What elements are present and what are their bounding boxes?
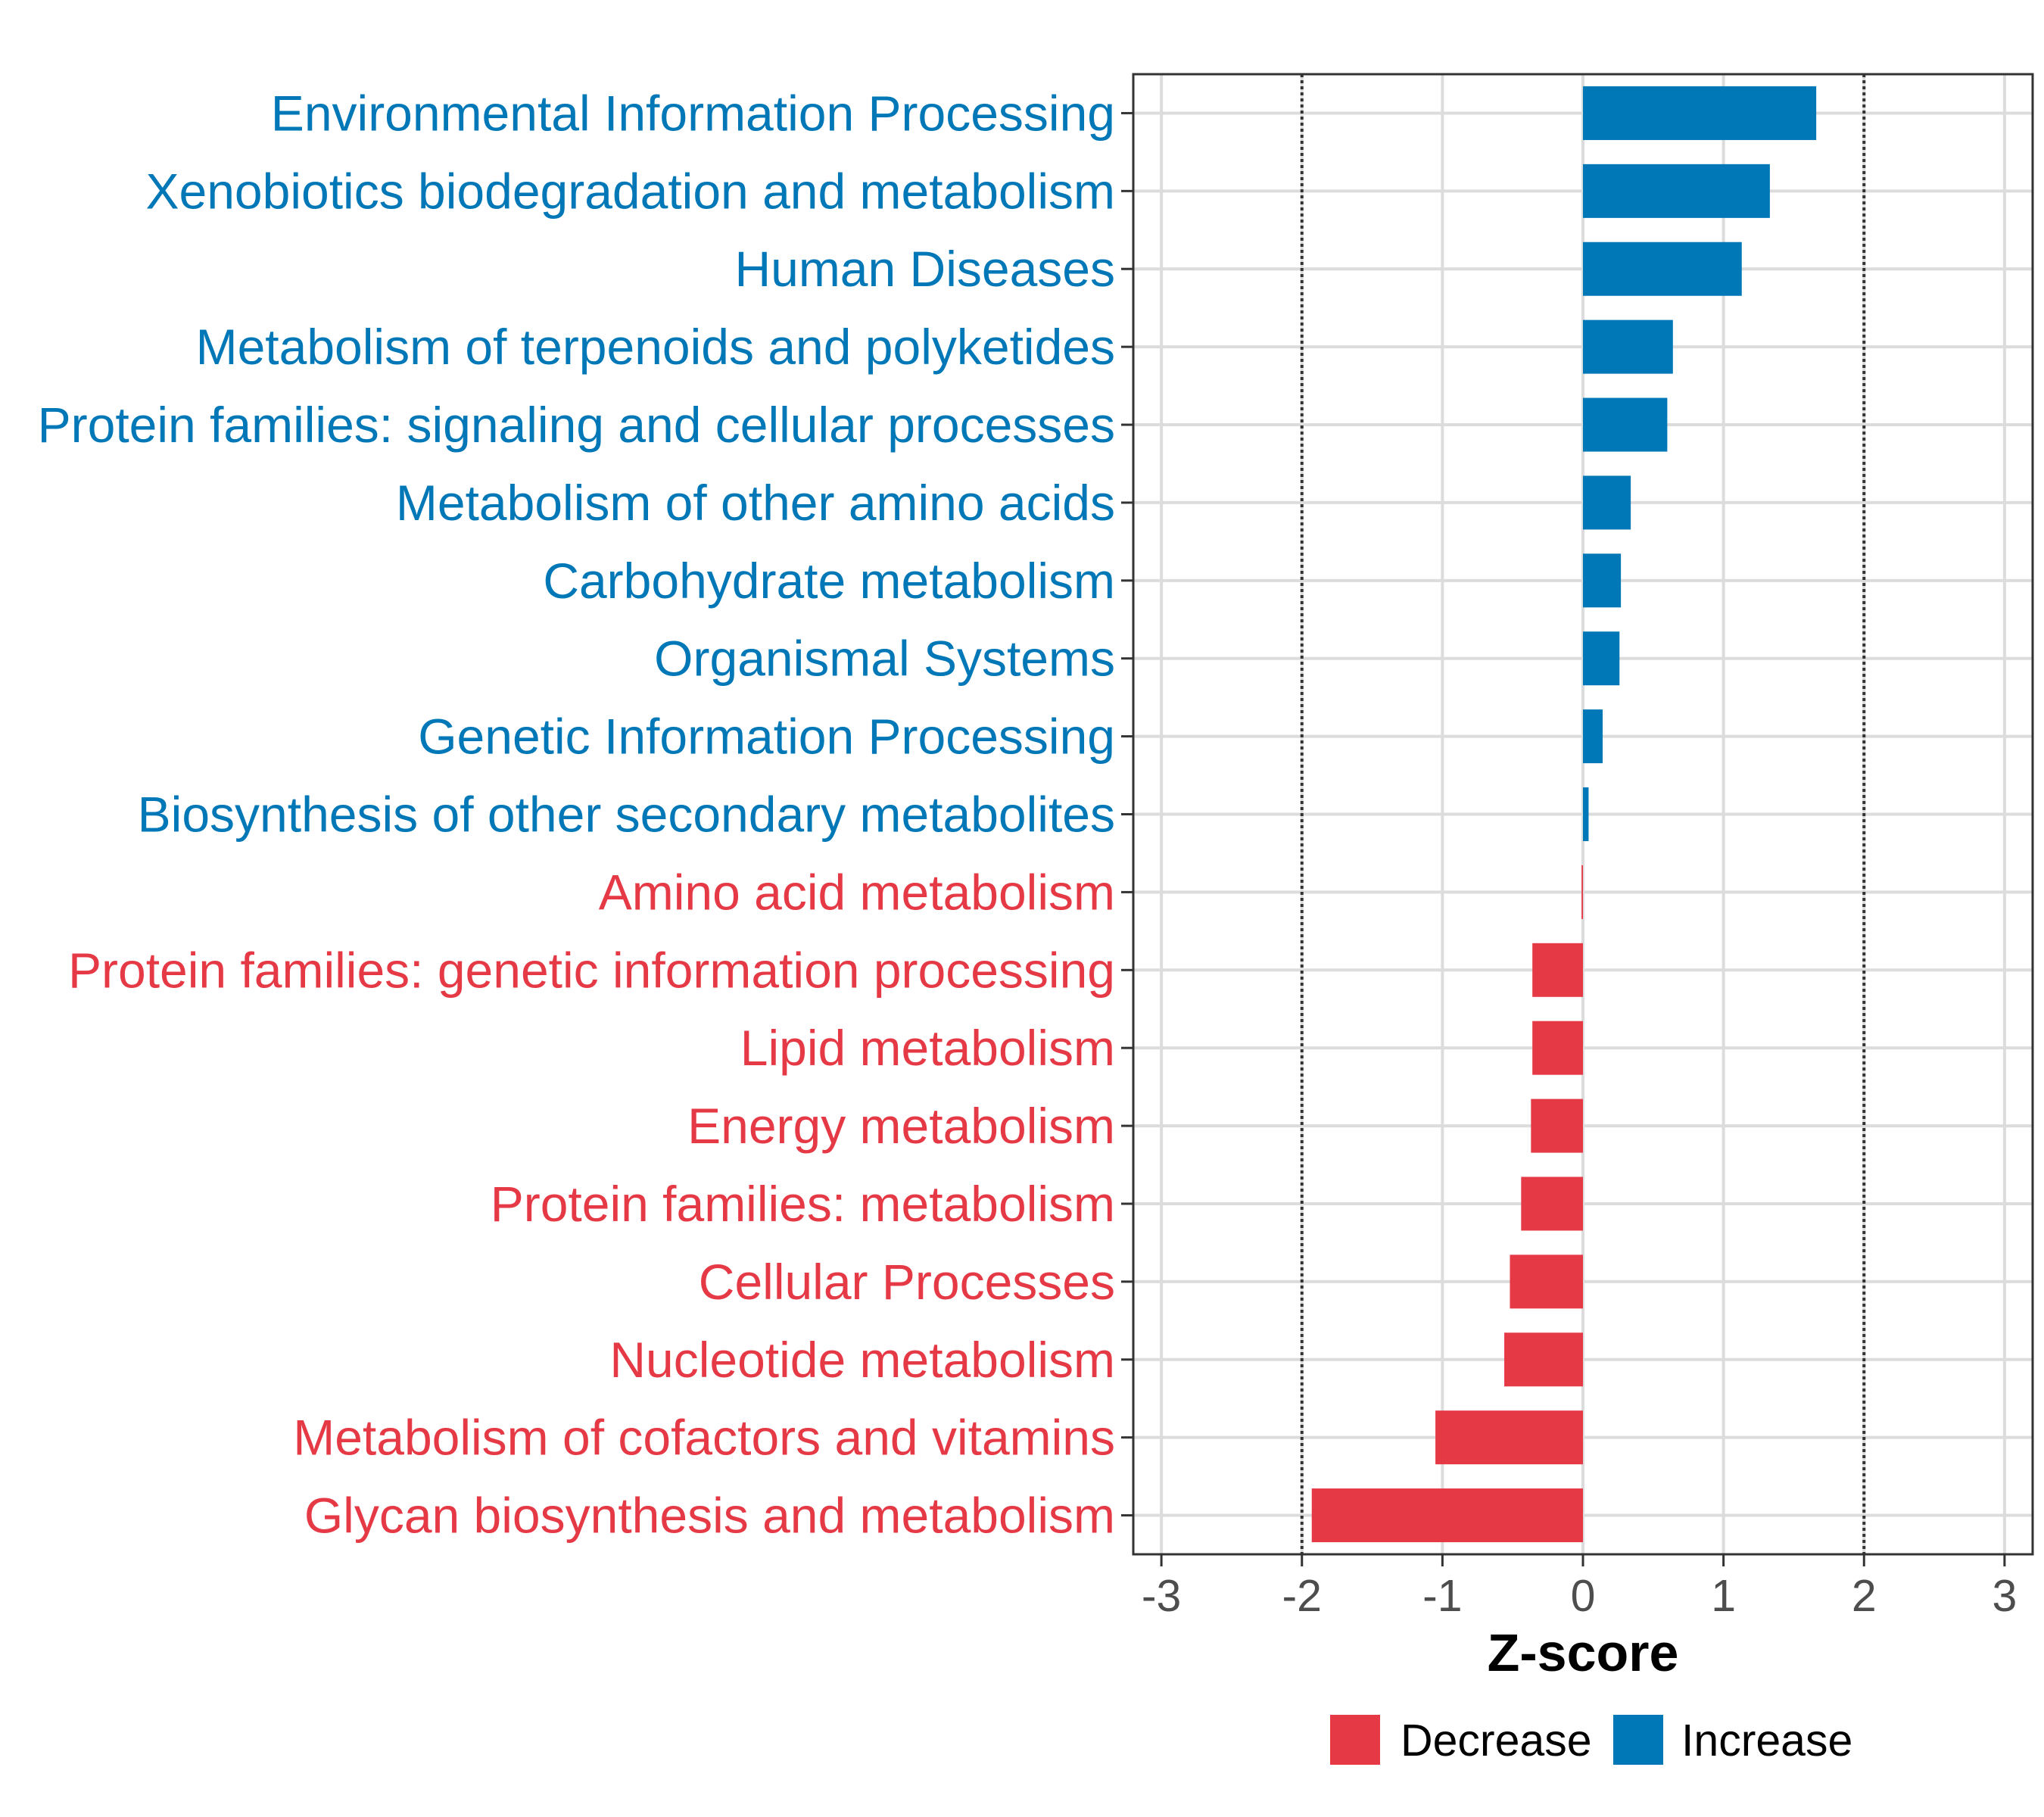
category-label: Glycan biosynthesis and metabolism bbox=[304, 1488, 1115, 1544]
bar bbox=[1521, 1177, 1583, 1231]
bar bbox=[1504, 1332, 1583, 1387]
bar bbox=[1583, 242, 1742, 296]
bar bbox=[1583, 164, 1770, 218]
x-tick-label: -2 bbox=[1282, 1571, 1322, 1621]
bar bbox=[1581, 865, 1583, 919]
category-label: Lipid metabolism bbox=[740, 1020, 1115, 1076]
category-label: Protein families: signaling and cellular… bbox=[38, 397, 1115, 453]
bar bbox=[1435, 1410, 1583, 1465]
category-label: Organismal Systems bbox=[654, 631, 1115, 687]
category-label: Metabolism of other amino acids bbox=[396, 475, 1115, 531]
bar bbox=[1583, 787, 1589, 841]
bar bbox=[1583, 553, 1622, 608]
bar bbox=[1311, 1488, 1583, 1543]
bar bbox=[1532, 1021, 1583, 1075]
bar bbox=[1583, 86, 1817, 140]
legend-label: Decrease bbox=[1401, 1716, 1592, 1766]
legend-swatch bbox=[1330, 1715, 1380, 1765]
x-tick-label: 1 bbox=[1711, 1571, 1736, 1621]
category-label: Energy metabolism bbox=[687, 1098, 1115, 1154]
reference-lines bbox=[1300, 74, 1866, 1554]
category-label: Cellular Processes bbox=[699, 1254, 1115, 1310]
bar bbox=[1583, 631, 1620, 686]
x-tick-label: 3 bbox=[1992, 1571, 2017, 1621]
category-label: Genetic Information Processing bbox=[418, 709, 1115, 765]
y-axis-category-labels: Environmental Information Processing Xeno… bbox=[38, 85, 1115, 1543]
legend-label: Increase bbox=[1681, 1716, 1852, 1766]
y-axis-ticks bbox=[1121, 111, 1133, 1517]
category-label: Xenobiotics biodegradation and metabolis… bbox=[146, 163, 1116, 219]
category-label: Amino acid metabolism bbox=[599, 864, 1115, 920]
category-label: Biosynthesis of other secondary metaboli… bbox=[138, 787, 1115, 843]
bar bbox=[1583, 475, 1631, 530]
category-label: Carbohydrate metabolism bbox=[543, 553, 1115, 609]
x-axis-title: Z-score bbox=[1488, 1623, 1679, 1682]
x-tick-label: -3 bbox=[1142, 1571, 1181, 1621]
category-label: Human Diseases bbox=[734, 241, 1115, 297]
bar bbox=[1532, 943, 1583, 997]
category-label: Protein families: genetic information pr… bbox=[68, 942, 1115, 998]
legend: Decrease Increase bbox=[1330, 1715, 1852, 1766]
bar bbox=[1510, 1254, 1583, 1309]
bar bbox=[1531, 1099, 1583, 1153]
bar bbox=[1583, 709, 1603, 764]
bar bbox=[1583, 397, 1668, 452]
legend-swatch bbox=[1613, 1715, 1663, 1765]
category-label: Environmental Information Processing bbox=[271, 85, 1115, 141]
x-tick-label: 2 bbox=[1852, 1571, 1877, 1621]
x-tick-label: 0 bbox=[1571, 1571, 1596, 1621]
category-label: Metabolism of cofactors and vitamins bbox=[293, 1410, 1115, 1466]
category-label: Nucleotide metabolism bbox=[609, 1332, 1115, 1388]
category-label: Metabolism of terpenoids and polyketides bbox=[196, 319, 1115, 375]
category-label: Protein families: metabolism bbox=[491, 1176, 1115, 1232]
bar bbox=[1583, 319, 1673, 374]
x-axis-ticks bbox=[1160, 1554, 2006, 1566]
x-axis-tick-labels: -3 -2 -1 0 1 2 3 bbox=[1142, 1571, 2017, 1621]
bars bbox=[1311, 86, 1817, 1543]
x-tick-label: -1 bbox=[1422, 1571, 1462, 1621]
